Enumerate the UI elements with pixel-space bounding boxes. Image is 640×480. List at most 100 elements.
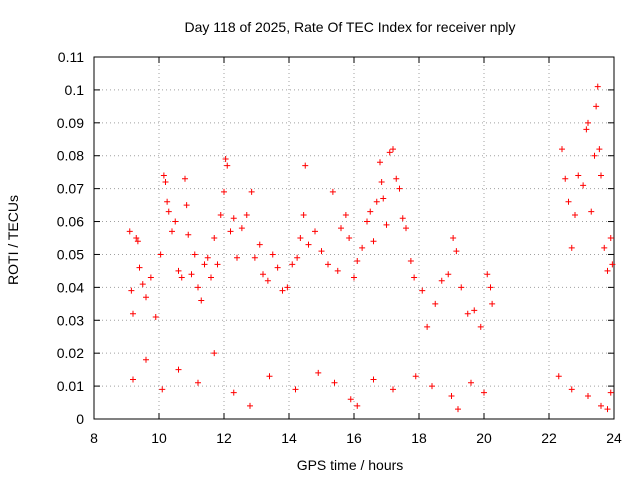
- data-point: [185, 231, 192, 238]
- data-point: [130, 310, 136, 317]
- data-point: [419, 287, 426, 294]
- data-point: [359, 244, 366, 251]
- data-point: [294, 254, 301, 261]
- data-point: [230, 389, 237, 396]
- data-point: [251, 254, 258, 261]
- data-point: [565, 198, 572, 205]
- data-point: [370, 376, 377, 383]
- data-point: [222, 156, 229, 163]
- data-point: [390, 386, 396, 393]
- data-point: [175, 366, 182, 373]
- y-tick-label: 0.04: [57, 279, 84, 295]
- data-point: [407, 258, 414, 265]
- data-point: [302, 162, 309, 169]
- data-point: [234, 254, 240, 261]
- grid-lines: [94, 57, 614, 419]
- data-point: [162, 179, 169, 186]
- data-point: [143, 356, 149, 363]
- y-tick-label: 0.01: [57, 378, 84, 394]
- data-point: [201, 261, 208, 268]
- data-point: [580, 182, 587, 189]
- data-point: [198, 297, 205, 304]
- data-point: [378, 179, 385, 186]
- data-point: [412, 373, 419, 380]
- data-point: [453, 248, 460, 255]
- y-tick-label: 0.03: [57, 312, 84, 328]
- data-point: [284, 284, 291, 291]
- data-point: [152, 313, 159, 320]
- data-point: [390, 146, 396, 153]
- x-axis-label: GPS time / hours: [297, 457, 404, 473]
- data-point: [188, 271, 195, 278]
- data-point: [354, 402, 361, 409]
- data-point: [305, 241, 312, 248]
- data-point: [598, 172, 604, 179]
- data-point: [315, 369, 322, 376]
- data-point: [182, 175, 188, 182]
- x-tick-label: 8: [90, 430, 98, 446]
- data-point: [481, 389, 487, 396]
- data-point: [347, 396, 354, 403]
- data-point: [289, 261, 296, 268]
- y-tick-labels: 0 0.01 0.02 0.03 0.04 0.05 0.06 0.07 0.08 0.09 0.1…: [57, 49, 84, 427]
- x-tick-label: 16: [346, 430, 362, 446]
- data-point: [318, 248, 325, 255]
- data-point: [312, 228, 318, 235]
- data-point: [594, 83, 601, 90]
- x-tick-label: 22: [541, 430, 557, 446]
- y-tick-label: 0.05: [57, 246, 84, 262]
- data-point: [191, 251, 198, 258]
- data-point: [471, 307, 478, 314]
- data-point: [178, 274, 185, 281]
- data-point: [338, 225, 344, 232]
- y-tick-label: 0.08: [57, 148, 84, 164]
- data-point: [279, 287, 286, 294]
- data-point: [126, 228, 133, 235]
- data-point: [593, 103, 600, 110]
- data-point: [477, 323, 484, 330]
- y-tick-label: 0.11: [58, 49, 84, 65]
- data-point: [572, 211, 578, 218]
- data-point: [165, 208, 172, 215]
- chart-title: Day 118 of 2025, Rate Of TEC Index for r…: [185, 19, 516, 35]
- data-point: [383, 221, 390, 228]
- data-point: [147, 274, 154, 281]
- data-point: [468, 379, 474, 386]
- data-point: [367, 208, 374, 215]
- data-point: [429, 383, 435, 390]
- data-point: [591, 152, 598, 159]
- data-point: [243, 211, 250, 218]
- data-point: [585, 392, 591, 399]
- y-tick-label: 0.02: [57, 345, 84, 361]
- data-point: [195, 379, 201, 386]
- data-point: [604, 406, 611, 413]
- data-point: [334, 267, 341, 274]
- x-tick-label: 10: [151, 430, 167, 446]
- data-point: [269, 251, 276, 258]
- data-point: [204, 254, 211, 261]
- x-tick-label: 24: [606, 430, 622, 446]
- data-point: [489, 300, 496, 307]
- data-point: [159, 386, 166, 393]
- data-point: [297, 235, 304, 241]
- data-point: [133, 235, 140, 241]
- data-point: [264, 277, 271, 284]
- data-point: [211, 235, 218, 241]
- y-tick-label: 0.1: [65, 82, 85, 98]
- data-point: [585, 119, 591, 126]
- data-point: [588, 208, 595, 215]
- data-point: [464, 310, 471, 317]
- data-point: [260, 271, 266, 278]
- data-point: [607, 235, 614, 241]
- data-point: [487, 284, 494, 291]
- data-point: [380, 195, 387, 202]
- data-point: [568, 244, 575, 251]
- data-point: [169, 228, 175, 235]
- data-point: [604, 267, 611, 274]
- data-point: [256, 241, 263, 248]
- x-tick-label: 14: [281, 430, 297, 446]
- data-point: [575, 172, 582, 179]
- data-point: [386, 149, 393, 156]
- data-point: [377, 159, 383, 166]
